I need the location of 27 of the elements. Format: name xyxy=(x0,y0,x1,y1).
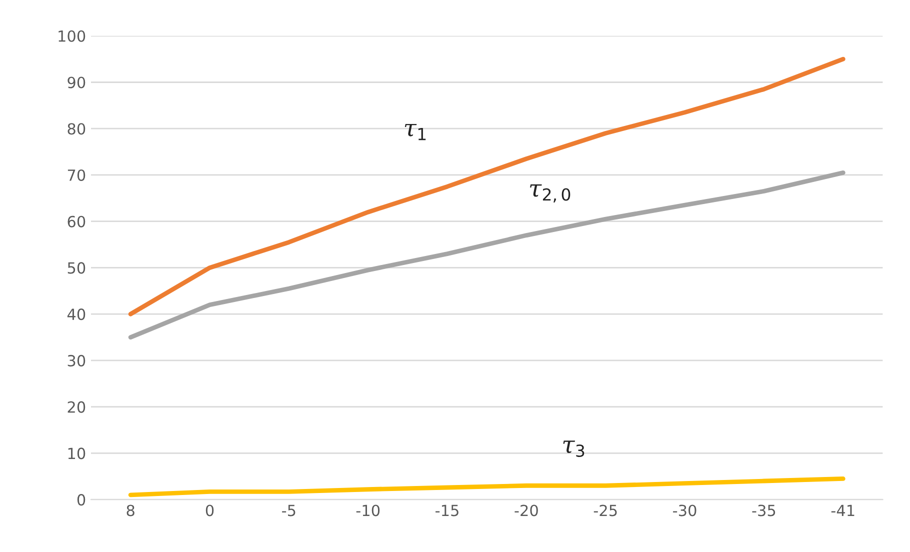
y-tick-label: 50 xyxy=(68,262,86,274)
y-tick-label: 100 xyxy=(58,30,86,42)
x-tick-label: -15 xyxy=(436,504,458,516)
y-tick-label: 20 xyxy=(68,401,86,413)
x-tick-label: -20 xyxy=(514,504,538,516)
y-tick-label: 40 xyxy=(67,308,86,320)
y-tick-label: 80 xyxy=(68,123,86,135)
x-tick-label: 0 xyxy=(206,504,214,516)
y-tick-label: 0 xyxy=(77,494,86,506)
y-tick-label: 70 xyxy=(68,169,86,182)
x-tick-label: -10 xyxy=(356,504,380,516)
y-tick-label: 30 xyxy=(68,354,86,366)
series-label: τ$_{3}$ xyxy=(563,440,584,458)
line-series xyxy=(128,476,846,498)
text: τ$_{1}$ xyxy=(404,124,426,140)
x-tick-label: -35 xyxy=(752,504,776,516)
x-tick-label: -41 xyxy=(831,504,854,516)
x-tick-label: -25 xyxy=(594,504,617,516)
y-tick-label: 90 xyxy=(68,76,86,88)
y-tick-label: 10 xyxy=(68,448,86,460)
line-series xyxy=(128,170,846,340)
x-tick-label: -5 xyxy=(282,504,296,516)
x-tick-label: 8 xyxy=(126,504,134,516)
x-tick-label: -30 xyxy=(673,504,696,516)
y-tick-label: 60 xyxy=(68,216,86,228)
line-series xyxy=(128,56,846,316)
series-label: τ$_{2,0}$ xyxy=(530,184,570,202)
